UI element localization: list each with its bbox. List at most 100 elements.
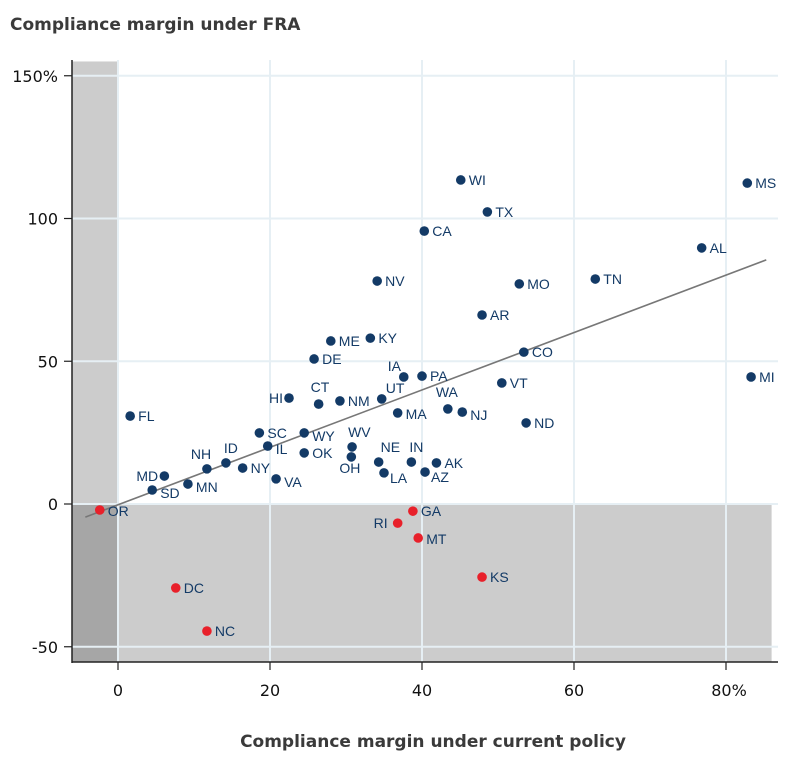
- point-marker: [696, 243, 707, 253]
- data-point-mo: MO: [514, 276, 550, 292]
- point-label: CO: [532, 344, 553, 360]
- point-label: CT: [311, 379, 330, 395]
- point-label: IN: [409, 439, 423, 455]
- point-label: RI: [374, 515, 388, 531]
- x-tick-label: 80%: [711, 681, 747, 700]
- data-point-ne: NE: [373, 439, 400, 467]
- point-marker: [482, 207, 493, 217]
- x-tick-label: 20: [260, 681, 280, 700]
- point-label: DC: [184, 580, 204, 596]
- point-label: NM: [348, 393, 370, 409]
- data-point-pa: PA: [417, 368, 448, 384]
- point-marker: [431, 458, 442, 468]
- x-tick-label: 0: [113, 681, 123, 700]
- point-label: WA: [436, 384, 459, 400]
- point-marker: [221, 458, 231, 468]
- data-point-ak: AK: [431, 455, 464, 471]
- point-marker: [326, 336, 336, 346]
- point-marker: [521, 418, 531, 428]
- data-point-ma: MA: [392, 406, 428, 422]
- point-marker: [477, 310, 487, 320]
- data-point-dc: DC: [170, 580, 204, 596]
- data-point-az: AZ: [420, 467, 449, 485]
- point-label: ID: [224, 440, 238, 456]
- point-marker: [335, 396, 345, 406]
- data-point-tn: TN: [590, 271, 622, 287]
- y-tick-label: 100: [27, 210, 58, 229]
- point-marker: [497, 378, 507, 388]
- point-label: NY: [251, 460, 271, 476]
- point-marker: [519, 347, 529, 357]
- point-marker: [392, 408, 403, 418]
- data-point-va: VA: [271, 474, 302, 490]
- point-label: ND: [534, 415, 554, 431]
- point-label: DE: [322, 351, 341, 367]
- data-point-hi: HI: [269, 390, 294, 406]
- point-label: IA: [388, 358, 402, 374]
- data-point-wa: WA: [436, 384, 459, 414]
- point-marker: [262, 441, 273, 451]
- point-label: WI: [469, 172, 486, 188]
- point-label: MS: [755, 175, 776, 191]
- point-marker: [346, 452, 357, 462]
- point-marker: [347, 442, 357, 452]
- point-label: LA: [390, 470, 408, 486]
- point-marker: [271, 474, 281, 484]
- data-point-il: IL: [262, 441, 288, 457]
- data-point-ok: OK: [299, 445, 333, 461]
- data-point-mi: MI: [746, 369, 775, 385]
- data-point-oh: OH: [339, 452, 360, 476]
- point-marker: [299, 428, 310, 438]
- data-point-me: ME: [326, 333, 360, 349]
- data-point-sd: SD: [147, 485, 180, 501]
- data-point-fl: FL: [125, 408, 155, 424]
- point-marker: [170, 583, 181, 593]
- point-label: HI: [269, 390, 283, 406]
- point-label: MN: [196, 479, 218, 495]
- point-marker: [284, 393, 294, 403]
- point-label: AK: [444, 455, 463, 471]
- y-tick-label: 150%: [12, 67, 58, 86]
- x-tick-label: 40: [412, 681, 432, 700]
- data-point-nh: NH: [191, 446, 212, 474]
- data-point-ri: RI: [374, 515, 403, 531]
- gridlines: [72, 60, 778, 662]
- point-label: OK: [312, 445, 333, 461]
- point-marker: [413, 533, 424, 543]
- point-label: NC: [215, 623, 235, 639]
- data-point-or: OR: [94, 503, 129, 519]
- point-marker: [398, 372, 409, 382]
- chart-title: Compliance margin under FRA: [10, 15, 301, 35]
- data-point-wi: WI: [455, 172, 486, 188]
- point-marker: [408, 506, 418, 516]
- point-marker: [376, 394, 387, 404]
- data-points: WI TX CA MS AL TN MO NV AR ME KY DE CO IA PA VT MI HI CT NM…: [94, 172, 776, 639]
- point-label: OH: [339, 460, 360, 476]
- data-point-ia: IA: [388, 358, 409, 382]
- point-marker: [299, 448, 310, 458]
- point-label: CA: [432, 223, 452, 239]
- point-marker: [147, 485, 157, 495]
- fit-line-group: [85, 259, 767, 518]
- data-point-md: MD: [136, 468, 170, 484]
- point-label: VT: [510, 375, 528, 391]
- data-point-ny: NY: [237, 460, 271, 476]
- point-label: MA: [406, 406, 428, 422]
- point-label: ME: [339, 333, 360, 349]
- data-point-wy: WY: [299, 428, 335, 444]
- point-label: MO: [527, 276, 550, 292]
- point-label: WV: [348, 424, 371, 440]
- y-tick-label: -50: [32, 638, 58, 657]
- point-marker: [159, 471, 170, 481]
- data-point-ks: KS: [477, 569, 509, 585]
- point-label: SD: [160, 485, 179, 501]
- shaded-region-negative-both: [72, 504, 118, 662]
- point-label: KY: [378, 330, 397, 346]
- data-point-nj: NJ: [457, 407, 487, 423]
- point-marker: [202, 626, 212, 636]
- point-marker: [420, 467, 430, 477]
- data-point-nm: NM: [335, 393, 370, 409]
- data-point-vt: VT: [497, 375, 528, 391]
- point-marker: [365, 333, 376, 343]
- point-label: SC: [267, 425, 286, 441]
